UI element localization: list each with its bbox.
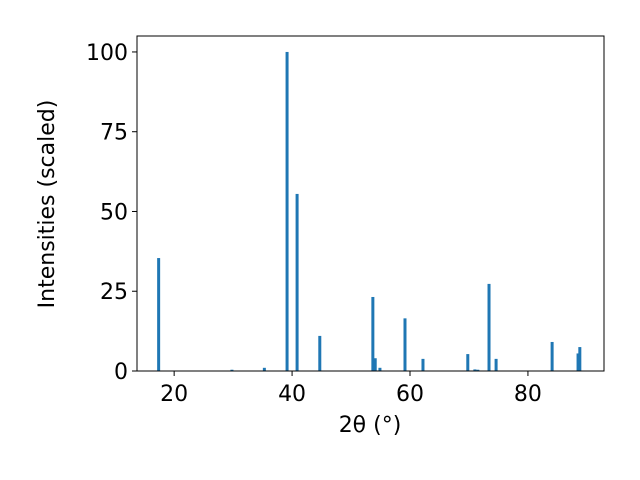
y-tick-label: 0 xyxy=(114,360,128,385)
x-tick-label: 20 xyxy=(160,382,188,407)
bar xyxy=(295,193,299,371)
bar xyxy=(473,369,477,371)
x-tick-label: 80 xyxy=(514,382,542,407)
bar xyxy=(285,51,289,371)
bar xyxy=(157,258,161,371)
bar xyxy=(578,347,582,371)
y-tick-label: 100 xyxy=(86,41,128,66)
bar xyxy=(318,335,322,371)
y-tick-label: 75 xyxy=(100,121,128,146)
x-axis-label: 2θ (°) xyxy=(339,413,402,438)
bar xyxy=(230,369,234,371)
y-tick-label: 50 xyxy=(100,200,128,225)
bar xyxy=(403,318,407,371)
y-tick-label: 25 xyxy=(100,280,128,305)
bar xyxy=(371,296,375,371)
bar xyxy=(378,367,382,371)
x-tick-label: 40 xyxy=(278,382,306,407)
bar xyxy=(550,341,554,371)
bar xyxy=(262,367,266,371)
bar xyxy=(373,358,377,371)
bar xyxy=(466,354,470,371)
plot-frame xyxy=(136,35,605,372)
bar xyxy=(476,369,480,371)
y-axis-label: Intensities (scaled) xyxy=(35,100,60,309)
x-tick-label: 60 xyxy=(396,382,424,407)
bar xyxy=(576,353,580,371)
bar xyxy=(421,358,425,371)
bar xyxy=(487,283,491,371)
bar xyxy=(494,358,498,371)
